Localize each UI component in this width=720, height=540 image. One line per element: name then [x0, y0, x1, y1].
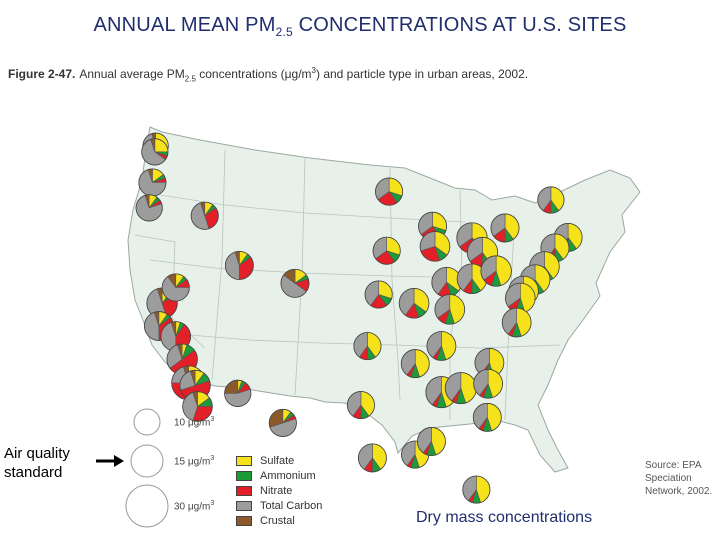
legend-item-nitrate: Nitrate [236, 484, 292, 498]
legend-size-label-15: 15 μg/m3 [174, 455, 215, 468]
pie-outline [224, 251, 254, 280]
site-pie [141, 138, 169, 166]
site-pie [224, 379, 252, 407]
site-pies [135, 132, 583, 504]
legend-item-ammonium: Ammonium [236, 469, 316, 483]
legend-size-circles [125, 408, 169, 528]
pie-outline [135, 194, 163, 222]
legend-circle-30 [125, 484, 169, 528]
pie-outline [268, 408, 297, 437]
pie-outline [398, 287, 430, 319]
pie-outline [462, 475, 491, 504]
site-pie [161, 273, 190, 302]
pie-outline [473, 368, 503, 399]
site-pie [462, 475, 491, 504]
ammonium-swatch [236, 471, 252, 482]
site-pie [268, 408, 297, 437]
site-pie [501, 307, 532, 338]
site-pie [444, 372, 477, 405]
total-carbon-swatch [236, 501, 252, 512]
pie-outline [490, 213, 520, 243]
site-pie [431, 266, 462, 298]
pie-outline [537, 186, 565, 214]
site-pie [473, 368, 503, 399]
site-pie [490, 213, 520, 243]
pie-outline [353, 332, 382, 361]
site-pie [357, 443, 387, 473]
pie-outline [346, 391, 375, 420]
legend-item-total-carbon: Total Carbon [236, 499, 322, 513]
page-title: ANNUAL MEAN PM2.5 CONCENTRATIONS AT U.S.… [93, 14, 627, 39]
site-pie [364, 280, 393, 309]
site-pie [480, 255, 512, 287]
site-pie [400, 349, 430, 379]
site-pie [375, 177, 404, 206]
air-quality-standard-label: Air quality standard [4, 445, 70, 481]
legend-circle-10 [133, 408, 161, 436]
sulfate-swatch [236, 456, 252, 467]
site-pie [472, 402, 502, 432]
crustal-swatch [236, 516, 252, 527]
pie-outline [416, 427, 446, 456]
site-pie [224, 251, 254, 280]
legend-item-crustal: Crustal [236, 514, 295, 528]
legend-circle-15 [130, 444, 164, 478]
site-pie [135, 194, 163, 222]
site-pie [138, 168, 167, 197]
figure-caption: Figure 2-47. Annual average PM2.5 concent… [8, 66, 529, 84]
pie-outline [364, 280, 393, 309]
site-pie [190, 201, 219, 230]
legend-item-sulfate: Sulfate [236, 454, 294, 468]
site-pie [434, 294, 466, 325]
site-pie [280, 268, 310, 298]
legend-size-label-30: 30 μg/m3 [174, 500, 215, 513]
pie-outline [141, 138, 169, 166]
pie-outline [400, 349, 430, 379]
site-pie [346, 391, 375, 420]
pie-outline [419, 231, 451, 262]
pie-outline [480, 255, 512, 287]
pie-outline [280, 268, 310, 298]
site-pie [353, 332, 382, 361]
pie-outline [190, 201, 219, 230]
dry-mass-label: Dry mass concentrations [416, 509, 593, 526]
site-pie [426, 331, 457, 361]
source-note: Source: EPA Speciation Network, 2002. [645, 460, 713, 497]
pie-outline [357, 443, 387, 473]
pie-outline [224, 379, 252, 407]
site-pie [182, 391, 213, 422]
nitrate-swatch [236, 486, 252, 497]
pie-outline [501, 307, 532, 338]
site-pie [398, 287, 430, 319]
site-pie [416, 427, 446, 456]
pie-outline [161, 273, 190, 302]
pie-outline [182, 391, 213, 422]
pie-outline [372, 236, 401, 265]
legend-size-label-10: 10 μg/m3 [174, 416, 215, 429]
site-pie [372, 236, 401, 265]
pointer-arrow [96, 455, 124, 467]
figure-number: Figure 2-47. [8, 67, 76, 81]
pie-outline [434, 294, 466, 325]
pie-outline [375, 177, 404, 206]
site-pie [419, 231, 451, 262]
site-pie [537, 186, 565, 214]
pie-outline [426, 331, 457, 361]
pie-outline [472, 402, 502, 432]
